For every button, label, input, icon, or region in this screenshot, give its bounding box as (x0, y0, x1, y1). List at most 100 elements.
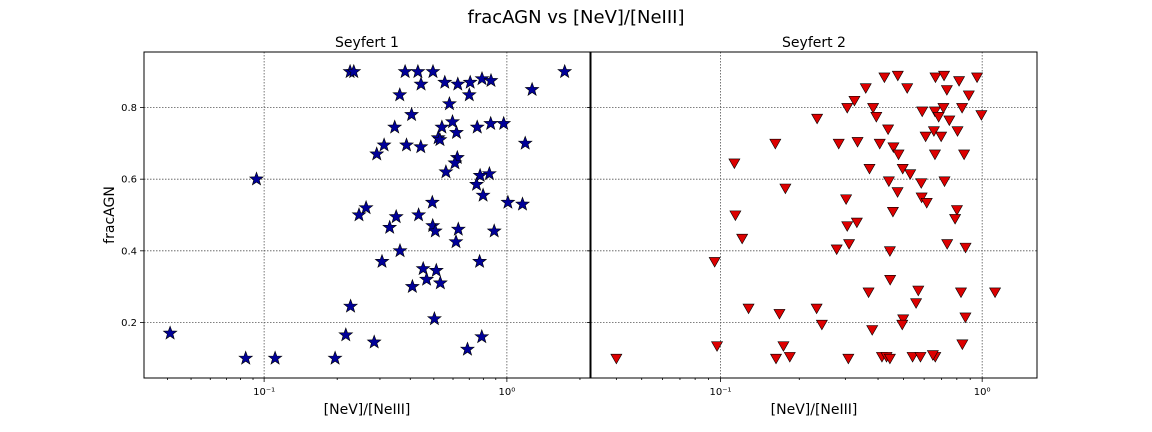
data-point-triangle (779, 183, 792, 195)
plot-frame (590, 51, 1038, 379)
data-point-star (448, 234, 464, 249)
y-tick-label: 0.4 (121, 246, 137, 257)
data-point-triangle (830, 244, 843, 256)
data-point-triangle (736, 233, 749, 245)
data-point-triangle (935, 131, 948, 143)
data-point-triangle (928, 149, 941, 161)
data-point-triangle (769, 138, 782, 150)
data-point-triangle (815, 319, 828, 331)
data-point-triangle (851, 137, 864, 148)
data-point-triangle (962, 90, 975, 102)
data-point-triangle (884, 275, 897, 286)
data-point-triangle (951, 126, 964, 137)
data-point-star (399, 137, 415, 152)
data-point-star (415, 260, 431, 276)
data-point-triangle (915, 192, 928, 204)
data-point-star (413, 76, 429, 91)
data-point-triangle (832, 138, 845, 150)
data-point-triangle (904, 169, 917, 180)
data-point-triangle (950, 205, 963, 216)
data-point-triangle (886, 206, 899, 218)
data-point-star (376, 137, 392, 152)
data-point-triangle (971, 72, 984, 84)
data-point-star (338, 327, 354, 342)
data-point-triangle (841, 103, 854, 114)
data-point-triangle (949, 214, 962, 225)
data-point-star (267, 350, 283, 365)
data-point-triangle (783, 352, 796, 363)
data-point-triangle (914, 352, 927, 363)
data-point-triangle (892, 149, 905, 161)
data-point-star (366, 334, 382, 349)
data-point-star (557, 63, 573, 79)
data-point-triangle (891, 187, 904, 198)
data-point-triangle (882, 124, 895, 136)
data-point-triangle (841, 221, 854, 232)
data-point-star (428, 262, 444, 277)
x-tick-label: 10⁰ (499, 387, 516, 398)
data-point-triangle (940, 85, 953, 96)
data-point-star (374, 253, 390, 268)
y-tick-label: 0.8 (121, 103, 137, 114)
data-point-star (469, 119, 485, 134)
data-point-triangle (932, 112, 945, 123)
data-point-star (351, 207, 367, 222)
x-tick-label: 10⁻¹ (709, 387, 731, 398)
data-point-star (382, 219, 398, 234)
data-point-triangle (896, 164, 909, 175)
data-point-star (343, 298, 359, 313)
data-point-star (392, 242, 408, 258)
panel-title: Seyfert 2 (782, 35, 846, 51)
data-point-star (472, 167, 488, 183)
data-point-star (248, 171, 264, 186)
data-point-triangle (938, 176, 951, 188)
data-point-triangle (850, 217, 863, 229)
x-axis-label: [NeV]/[NeIII] (771, 402, 858, 418)
data-point-star (369, 146, 385, 161)
data-point-star (346, 63, 362, 79)
data-point-triangle (863, 164, 876, 175)
data-point-star (387, 119, 403, 134)
data-point-triangle (810, 303, 823, 315)
data-point-star (404, 278, 420, 294)
data-point-star (444, 114, 461, 129)
data-point-triangle (859, 83, 872, 94)
data-point-star (450, 221, 466, 236)
data-point-triangle (887, 142, 900, 154)
data-point-triangle (840, 194, 853, 205)
figure-title: fracAGN vs [NeV]/[NeIII] (467, 7, 684, 28)
data-point-star (162, 325, 178, 340)
data-point-star (388, 208, 404, 224)
data-point-star (413, 139, 429, 154)
data-point-star (410, 63, 426, 79)
data-point-triangle (927, 126, 940, 137)
data-point-triangle (883, 246, 896, 257)
data-point-triangle (906, 352, 919, 363)
data-point-star (475, 187, 491, 202)
panel-title: Seyfert 1 (335, 35, 399, 51)
data-point-triangle (912, 285, 925, 297)
data-point-triangle (770, 353, 783, 365)
data-point-star (472, 253, 488, 268)
x-axis-label: [NeV]/[NeIII] (324, 402, 411, 418)
data-point-triangle (842, 353, 855, 365)
data-point-triangle (958, 149, 971, 161)
panel-seyfert-1: Seyfert 1 10⁻¹ 10⁰ 0.2 0.4 0.6 0.8 [NeV]/[NeI… (102, 35, 591, 418)
data-point-triangle (848, 95, 861, 107)
data-point-triangle (937, 103, 950, 114)
data-point-star (427, 223, 443, 238)
data-point-star (404, 106, 420, 122)
data-point-triangle (920, 198, 933, 209)
data-point-star (426, 311, 442, 326)
data-point-triangle (910, 298, 923, 309)
data-point-triangle (926, 350, 939, 361)
data-point-star (483, 72, 499, 88)
x-tick-label: 10⁻¹ (253, 387, 275, 398)
y-tick-label: 0.2 (121, 318, 137, 329)
data-point-triangle (729, 210, 742, 222)
data-point-star (441, 96, 457, 111)
data-point-triangle (956, 339, 969, 351)
data-point-triangle (867, 103, 880, 114)
data-point-triangle (915, 178, 928, 189)
